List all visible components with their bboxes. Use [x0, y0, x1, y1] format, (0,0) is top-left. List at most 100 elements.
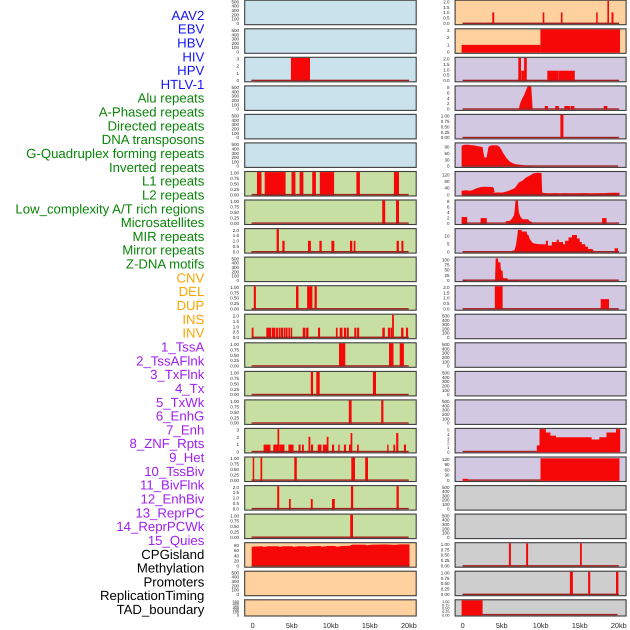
svg-text:0.50: 0.50 [230, 410, 239, 415]
svg-text:400: 400 [442, 489, 450, 494]
svg-text:0: 0 [447, 278, 450, 283]
svg-text:0.5: 0.5 [443, 16, 450, 21]
svg-text:2_TssAFlnk: 2_TssAFlnk [136, 353, 205, 368]
svg-text:0.25: 0.25 [441, 130, 450, 135]
svg-text:ReplicationTiming: ReplicationTiming [100, 588, 204, 603]
svg-text:0.75: 0.75 [441, 576, 450, 581]
svg-text:200: 200 [231, 155, 239, 160]
svg-text:1.00: 1.00 [230, 199, 239, 204]
svg-text:0.0: 0.0 [443, 307, 450, 312]
svg-text:3: 3 [447, 436, 450, 441]
svg-text:100: 100 [442, 502, 450, 507]
svg-text:3: 3 [447, 28, 450, 33]
svg-text:1.00: 1.00 [230, 171, 239, 176]
svg-text:0.25: 0.25 [441, 558, 450, 563]
svg-text:1: 1 [447, 42, 450, 47]
svg-text:Inverted repeats: Inverted repeats [109, 160, 205, 175]
svg-text:300: 300 [442, 322, 450, 327]
svg-text:0.75: 0.75 [230, 347, 239, 352]
svg-text:60: 60 [444, 151, 450, 156]
svg-text:0.25: 0.25 [442, 610, 449, 614]
svg-text:0.25: 0.25 [230, 472, 239, 477]
svg-text:500: 500 [231, 114, 239, 119]
svg-text:0.00: 0.00 [230, 221, 239, 226]
svg-text:20kb: 20kb [401, 621, 417, 630]
svg-text:4: 4 [447, 210, 450, 215]
svg-text:1.0: 1.0 [443, 296, 450, 301]
svg-text:Microsatellites: Microsatellites [121, 215, 205, 230]
svg-text:500: 500 [442, 513, 450, 518]
svg-text:0.0: 0.0 [233, 506, 240, 511]
svg-text:0.5: 0.5 [443, 73, 450, 78]
svg-text:HIV: HIV [182, 49, 204, 64]
svg-text:1.0: 1.0 [233, 496, 240, 501]
svg-text:2: 2 [236, 64, 239, 69]
svg-text:0.75: 0.75 [441, 119, 450, 124]
svg-text:2: 2 [447, 441, 450, 446]
svg-text:Directed repeats: Directed repeats [108, 118, 205, 133]
svg-text:0.50: 0.50 [230, 524, 239, 529]
svg-text:0: 0 [251, 621, 255, 630]
svg-text:500: 500 [231, 85, 239, 90]
svg-text:0.75: 0.75 [441, 547, 450, 552]
svg-text:2: 2 [447, 35, 450, 40]
svg-text:0.25: 0.25 [230, 301, 239, 306]
svg-text:0.75: 0.75 [230, 462, 239, 467]
svg-text:200: 200 [442, 412, 450, 417]
svg-text:400: 400 [231, 4, 239, 9]
svg-text:1.5: 1.5 [233, 490, 240, 495]
svg-text:0: 0 [236, 135, 239, 140]
svg-text:15kb: 15kb [362, 621, 378, 630]
svg-text:10kb: 10kb [323, 621, 339, 630]
svg-text:1.00: 1.00 [230, 513, 239, 518]
svg-text:0.00: 0.00 [230, 535, 239, 540]
svg-text:0.50: 0.50 [230, 210, 239, 215]
svg-text:0.00: 0.00 [441, 135, 450, 140]
svg-text:400: 400 [231, 147, 239, 152]
svg-text:7_Enh: 7_Enh [166, 422, 204, 437]
svg-text:100: 100 [231, 17, 239, 22]
svg-text:100: 100 [442, 388, 450, 393]
svg-text:300: 300 [442, 351, 450, 356]
svg-text:300: 300 [231, 151, 239, 156]
svg-text:200: 200 [231, 127, 239, 132]
svg-text:0: 0 [461, 621, 465, 630]
svg-text:200: 200 [231, 269, 239, 274]
svg-text:0.75: 0.75 [230, 290, 239, 295]
svg-text:0: 0 [447, 164, 450, 169]
svg-text:L2 repeats: L2 repeats [142, 188, 205, 203]
svg-text:EBV: EBV [178, 22, 205, 37]
svg-text:0.5: 0.5 [443, 301, 450, 306]
svg-text:0.00: 0.00 [230, 392, 239, 397]
svg-text:INS: INS [182, 312, 204, 327]
svg-text:1.00: 1.00 [230, 342, 239, 347]
svg-text:4: 4 [447, 432, 450, 437]
svg-text:2.0: 2.0 [233, 228, 240, 233]
svg-text:12_EnhBiv: 12_EnhBiv [141, 492, 205, 507]
svg-text:5_TxWk: 5_TxWk [156, 395, 205, 410]
svg-text:400: 400 [442, 318, 450, 323]
svg-text:400: 400 [231, 118, 239, 123]
svg-text:TAD_boundary: TAD_boundary [117, 602, 205, 617]
svg-text:30: 30 [444, 157, 450, 162]
svg-text:500: 500 [231, 28, 239, 33]
svg-text:3: 3 [236, 428, 239, 433]
svg-text:1.5: 1.5 [443, 290, 450, 295]
svg-text:0: 0 [237, 613, 239, 617]
svg-text:4: 4 [447, 96, 450, 101]
svg-text:2: 2 [447, 101, 450, 106]
svg-text:0.50: 0.50 [441, 581, 450, 586]
svg-text:200: 200 [231, 583, 239, 588]
svg-text:2.0: 2.0 [443, 0, 450, 4]
svg-text:1.5: 1.5 [443, 5, 450, 10]
svg-text:40: 40 [444, 186, 450, 191]
svg-text:500: 500 [231, 256, 239, 261]
svg-text:0: 0 [236, 107, 239, 112]
svg-text:0: 0 [447, 506, 450, 511]
svg-text:6: 6 [447, 91, 450, 96]
svg-text:0.25: 0.25 [230, 215, 239, 220]
svg-text:0: 0 [236, 449, 239, 454]
svg-text:0: 0 [447, 249, 450, 254]
svg-text:0.50: 0.50 [441, 124, 450, 129]
svg-text:0.00: 0.00 [230, 478, 239, 483]
